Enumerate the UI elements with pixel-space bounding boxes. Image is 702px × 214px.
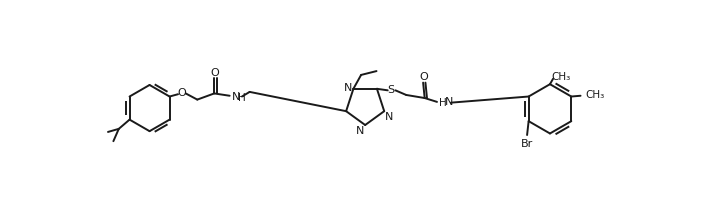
Text: O: O bbox=[211, 68, 220, 78]
Text: N: N bbox=[444, 97, 453, 107]
Text: O: O bbox=[178, 88, 186, 98]
Text: O: O bbox=[420, 72, 428, 82]
Text: N: N bbox=[385, 112, 393, 122]
Text: H: H bbox=[238, 93, 246, 103]
Text: N: N bbox=[356, 126, 364, 136]
Text: S: S bbox=[388, 85, 395, 95]
Text: CH₃: CH₃ bbox=[552, 71, 571, 82]
Text: H: H bbox=[439, 98, 447, 108]
Text: CH₃: CH₃ bbox=[585, 90, 604, 100]
Text: N: N bbox=[344, 83, 352, 93]
Text: N: N bbox=[232, 92, 240, 101]
Text: Br: Br bbox=[521, 139, 534, 149]
